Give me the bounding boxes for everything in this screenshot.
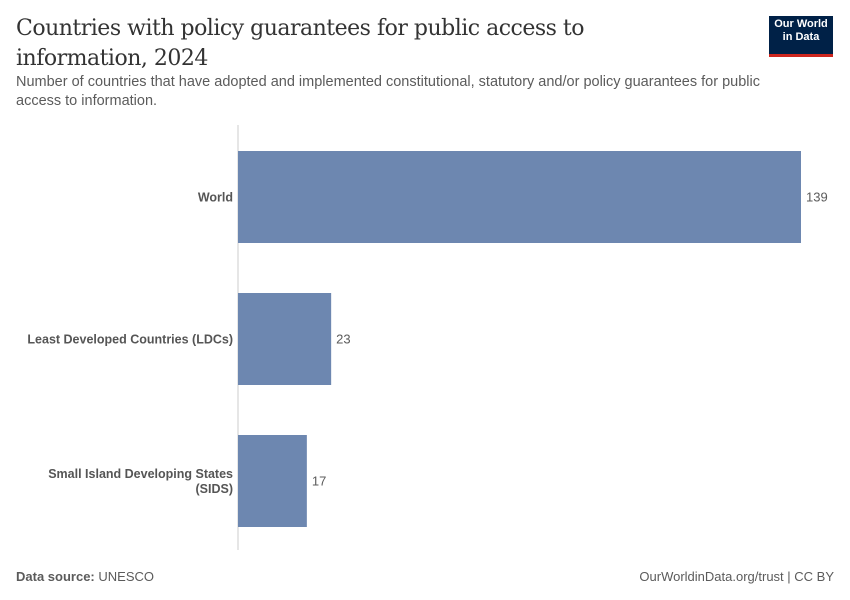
bar[interactable] xyxy=(238,293,332,385)
chart-title: Countries with policy guarantees for pub… xyxy=(16,16,585,71)
license-link[interactable]: OurWorldinData.org/trust | CC BY xyxy=(639,569,834,584)
logo-line-1: Our World xyxy=(774,18,828,30)
logo-line-2: in Data xyxy=(782,30,820,43)
bar[interactable] xyxy=(238,435,307,527)
category-label: Least Developed Countries (LDCs) xyxy=(27,333,233,347)
value-label: 17 xyxy=(312,474,326,489)
value-label: 139 xyxy=(806,190,828,205)
chart-subtitle: Number of countries that have adopted an… xyxy=(16,74,760,109)
category-label: World xyxy=(198,191,233,205)
data-source: Data source: UNESCO xyxy=(16,569,154,584)
owid-logo[interactable]: Our World in Data xyxy=(769,16,833,57)
data-source-value[interactable]: UNESCO xyxy=(98,569,154,584)
category-label: Small Island Developing States (SIDS) xyxy=(48,467,233,496)
data-source-label: Data source: xyxy=(16,569,95,584)
bar[interactable] xyxy=(238,151,801,243)
value-label: 23 xyxy=(336,332,350,347)
